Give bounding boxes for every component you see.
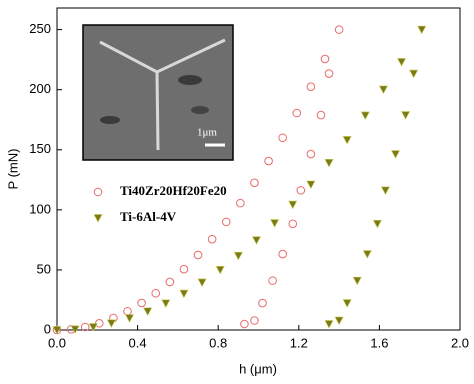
legend-marker — [93, 187, 103, 197]
data-point — [278, 249, 287, 259]
data-point — [258, 298, 267, 308]
y-tick-label: 50 — [37, 261, 51, 276]
data-point — [137, 298, 146, 308]
y-tick-label: 100 — [29, 201, 51, 216]
data-point — [143, 307, 153, 317]
x-tick-label: 2.0 — [451, 335, 469, 350]
legend-label: Ti40Zr20Hf20Fe20 — [120, 183, 227, 198]
x-tick-label: 1.2 — [290, 335, 308, 350]
data-point — [352, 276, 362, 286]
inset-image: 1μm — [82, 24, 234, 161]
x-tick-label: 0.8 — [209, 335, 227, 350]
data-point — [233, 251, 243, 261]
data-point — [380, 186, 390, 196]
data-point — [372, 219, 382, 229]
data-point — [240, 319, 249, 329]
x-tick-label: 0.0 — [48, 335, 66, 350]
data-point — [251, 236, 261, 245]
data-point — [52, 326, 62, 335]
data-point — [360, 111, 370, 121]
data-point — [207, 234, 217, 244]
data-point — [296, 186, 306, 195]
data-point — [409, 69, 419, 79]
data-point — [320, 54, 330, 64]
data-point — [221, 217, 231, 227]
data-point — [88, 323, 98, 332]
data-point — [123, 306, 132, 316]
data-point — [316, 110, 326, 120]
data-point — [324, 69, 334, 78]
inset-scale-label: 1μm — [197, 127, 217, 139]
data-point — [106, 319, 116, 328]
legend-marker — [93, 214, 103, 223]
data-point — [264, 156, 273, 166]
y-tick-label: 250 — [29, 21, 51, 36]
x-tick-label: 1.6 — [370, 335, 388, 350]
data-point — [80, 322, 90, 332]
plot-frame — [56, 7, 461, 331]
inset-dark-spot — [191, 106, 209, 114]
data-point — [278, 133, 287, 143]
data-point — [324, 159, 334, 168]
data-point — [236, 198, 245, 208]
data-point — [306, 149, 316, 159]
data-point — [288, 219, 298, 229]
data-point — [288, 200, 298, 210]
data-point — [151, 288, 161, 298]
data-point — [179, 289, 189, 299]
data-point — [391, 150, 401, 159]
data-point — [268, 276, 277, 285]
inset-indent-edge — [155, 71, 160, 151]
data-point — [362, 250, 372, 259]
data-point — [334, 316, 344, 326]
data-point — [334, 25, 344, 34]
x-axis-label: h (μm) — [239, 361, 277, 376]
data-point — [306, 82, 316, 91]
data-point — [161, 299, 171, 308]
y-axis-label: P (mN) — [5, 149, 20, 190]
y-tick-label: 200 — [29, 81, 51, 96]
data-point — [270, 219, 280, 228]
data-point — [215, 266, 225, 275]
data-point — [125, 314, 135, 323]
legend-label: Ti-6Al-4V — [120, 209, 177, 224]
inset-dark-spot — [100, 116, 120, 124]
data-point — [378, 85, 388, 95]
data-point — [70, 325, 80, 334]
y-tick-label: 150 — [29, 141, 51, 156]
data-point — [401, 111, 411, 120]
data-point — [397, 58, 407, 67]
data-point — [292, 108, 302, 118]
data-point — [342, 136, 352, 145]
data-point — [250, 178, 259, 188]
inset-dark-spot — [178, 75, 202, 85]
data-point — [179, 264, 189, 274]
data-point — [250, 316, 259, 325]
data-point — [197, 278, 207, 288]
x-tick-label: 0.4 — [129, 335, 147, 350]
data-point — [193, 250, 203, 260]
data-point — [342, 299, 352, 308]
data-point — [417, 25, 427, 35]
data-point — [324, 320, 334, 329]
data-point — [306, 180, 316, 190]
y-tick-label: 0 — [44, 321, 51, 336]
data-point — [165, 277, 175, 287]
